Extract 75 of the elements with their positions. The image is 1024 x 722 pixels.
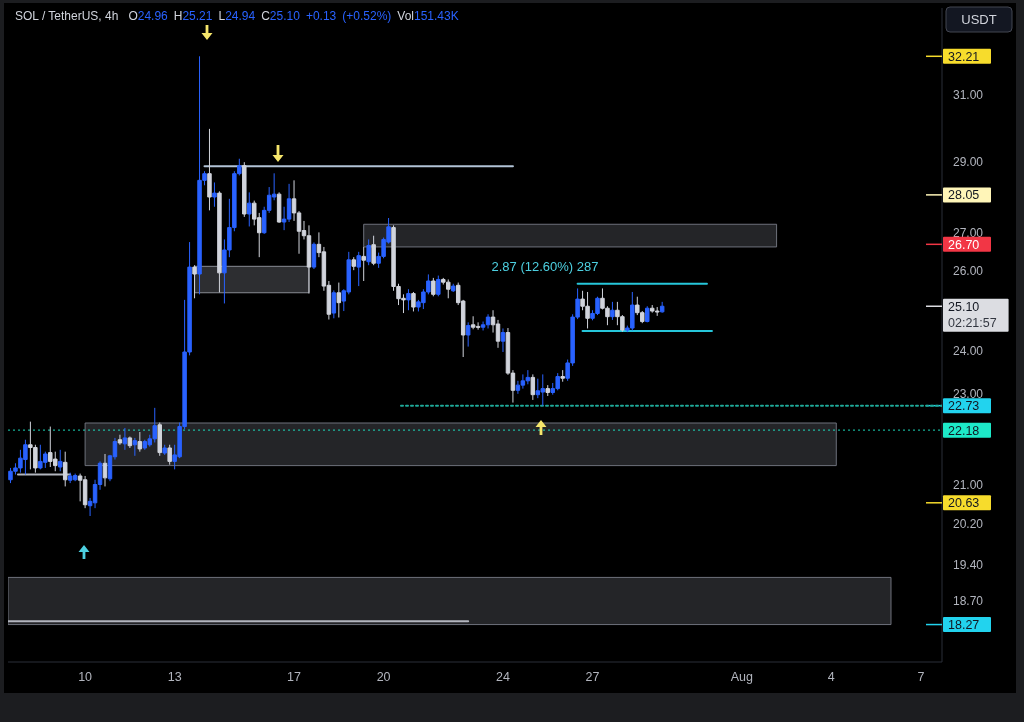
y-tick-label: 31.00	[953, 87, 984, 102]
candlestick	[192, 264, 197, 299]
candlestick	[520, 373, 526, 390]
candlestick	[545, 384, 550, 397]
candlestick	[366, 238, 371, 266]
y-tick-label: 23.00	[953, 387, 984, 402]
candlestick	[645, 305, 650, 323]
candlestick	[122, 427, 128, 451]
candlestick	[242, 161, 247, 218]
ref-line-label: 22.73	[948, 399, 980, 414]
ref-line-label: 25.10 02:21:57	[948, 299, 997, 330]
x-tick-label: 17	[287, 670, 302, 685]
x-tick-label: 4	[827, 670, 835, 685]
candlestick	[485, 313, 491, 329]
chart-title: SOL / TetherUS, 4h	[15, 9, 119, 24]
annotation: 2.87 (12.60%) 287	[491, 258, 599, 274]
candlestick	[117, 434, 123, 446]
y-axis-title: USDT	[961, 12, 997, 28]
candlestick	[411, 291, 416, 312]
candlestick	[82, 475, 88, 509]
ref-line-label: 22.18	[948, 423, 980, 438]
candlestick	[659, 301, 665, 314]
candlestick	[406, 288, 411, 311]
x-tick-label: 24	[496, 670, 510, 685]
ref-line-label: 28.05	[948, 188, 980, 203]
candlestick	[530, 373, 536, 401]
candlestick	[157, 422, 162, 457]
candlestick	[127, 436, 133, 449]
candlestick	[212, 181, 217, 208]
candlestick	[336, 282, 342, 318]
x-tick-label: 13	[167, 670, 182, 685]
candlestick	[57, 449, 63, 472]
candlestick	[610, 301, 615, 321]
candlestick	[465, 321, 471, 348]
candlestick	[137, 431, 143, 453]
x-tick-label: 7	[917, 670, 925, 685]
candlestick	[436, 275, 441, 297]
candlestick	[450, 283, 456, 293]
candlestick	[72, 473, 78, 482]
x-tick-label: 27	[585, 670, 600, 685]
ref-line-label: 20.63	[948, 496, 980, 511]
candlestick	[654, 306, 660, 317]
candlestick	[276, 191, 282, 224]
candlestick	[167, 444, 172, 466]
candlestick	[217, 190, 222, 293]
ref-line-label: 32.21	[948, 49, 980, 64]
y-tick-label: 18.70	[953, 594, 984, 609]
candlestick	[62, 451, 68, 487]
y-tick-label: 29.00	[953, 154, 984, 169]
candlestick	[560, 369, 565, 383]
candlestick	[331, 289, 337, 319]
x-tick-label: 20	[376, 670, 391, 685]
candlestick	[162, 444, 167, 456]
candlestick	[142, 439, 148, 451]
candlestick	[132, 437, 138, 457]
candlestick	[500, 327, 506, 353]
y-tick-label: 26.00	[953, 264, 984, 279]
y-tick-label: 21.00	[953, 478, 984, 493]
ref-line-label: 18.27	[948, 617, 980, 632]
candlestick	[431, 277, 436, 297]
candlestick	[371, 235, 376, 266]
candlestick	[351, 256, 356, 271]
candlestick	[361, 246, 366, 282]
text: O24.96 H25.21 L24.94 C25.10 +0.13 (+0.52%) Vol151.43K	[128, 9, 459, 24]
candlestick	[311, 241, 317, 270]
y-tick-label: 20.20	[953, 517, 984, 532]
candlestick	[207, 128, 212, 211]
candlestick	[306, 224, 312, 295]
candlestick	[356, 251, 361, 287]
x-tick-label: 10	[78, 670, 93, 685]
y-tick-label: 19.40	[953, 557, 984, 572]
x-tick-label: Aug	[730, 670, 753, 685]
y-tick-label: 24.00	[953, 344, 984, 359]
candlestick	[247, 191, 252, 227]
candlestick	[102, 453, 108, 487]
